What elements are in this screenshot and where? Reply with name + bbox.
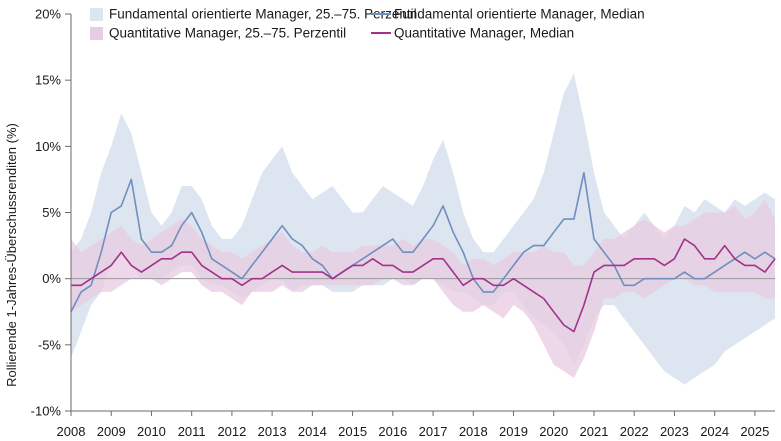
band-quantitative-manager-25-75-perzentil <box>71 199 775 378</box>
x-tick-label: 2013 <box>258 424 287 439</box>
x-tick-label: 2021 <box>580 424 609 439</box>
x-tick-label: 2008 <box>57 424 86 439</box>
x-tick-label: 2024 <box>700 424 729 439</box>
x-tick-labels: 2008 2009 2010 2011 2012 2013 2014 2015 2016 2017… <box>57 424 770 439</box>
legend-label: Quantitative Manager, 25.–75. Perzentil <box>109 26 346 41</box>
x-tick-label: 2018 <box>459 424 488 439</box>
x-tick-label: 2012 <box>217 424 246 439</box>
legend-item-quantitative-manager-25-75-perzentil: Quantitative Manager, 25.–75. Perzentil <box>90 26 346 41</box>
x-tick-label: 2010 <box>137 424 166 439</box>
legend-swatch <box>90 27 103 40</box>
legend-label: Quantitative Manager, Median <box>394 26 574 41</box>
y-tick-label: 10% <box>35 139 61 154</box>
x-tick-label: 2019 <box>499 424 528 439</box>
axes <box>65 13 775 416</box>
x-tick-label: 2022 <box>620 424 649 439</box>
x-tick-label: 2020 <box>539 424 568 439</box>
x-tick-label: 2011 <box>178 424 206 439</box>
x-tick-label: 2025 <box>740 424 769 439</box>
y-tick-label: 20% <box>35 7 61 22</box>
y-tick-label: 5% <box>42 205 61 220</box>
y-tick-labels: -10% -5% 0% 5% 10% 15% 20% <box>31 7 62 419</box>
legend-item-quantitative-manager-median: Quantitative Manager, Median <box>371 26 574 41</box>
median-line-layer <box>70 172 776 333</box>
y-tick-label: 15% <box>35 73 61 88</box>
y-axis-title: Rollierende 1-Jahres-Überschussrenditen … <box>4 123 19 387</box>
band-layer <box>71 73 775 385</box>
legend-label: Fundamental orientierte Manager, Median <box>394 7 645 22</box>
x-tick-label: 2016 <box>378 424 407 439</box>
x-tick-label: 2023 <box>660 424 689 439</box>
legend-label: Fundamental orientierte Manager, 25.–75.… <box>109 7 417 22</box>
x-tick-label: 2009 <box>97 424 126 439</box>
y-tick-label: -5% <box>38 337 62 352</box>
legend: Fundamental orientierte Manager, 25.–75.… <box>90 7 645 41</box>
x-tick-label: 2015 <box>338 424 367 439</box>
line-fundamental-orientierte-manager-median <box>70 172 776 313</box>
line-quantitative-manager-median <box>71 238 776 333</box>
y-tick-label: 0% <box>42 271 61 286</box>
x-tick-label: 2014 <box>298 424 327 439</box>
legend-swatch <box>90 8 103 21</box>
legend-item-fundamental-orientierte-manager-median: Fundamental orientierte Manager, Median <box>371 7 645 22</box>
y-tick-label: -10% <box>31 404 62 419</box>
x-tick-label: 2017 <box>419 424 448 439</box>
legend-item-fundamental-orientierte-manager-25-75-perzentil: Fundamental orientierte Manager, 25.–75.… <box>90 7 417 22</box>
